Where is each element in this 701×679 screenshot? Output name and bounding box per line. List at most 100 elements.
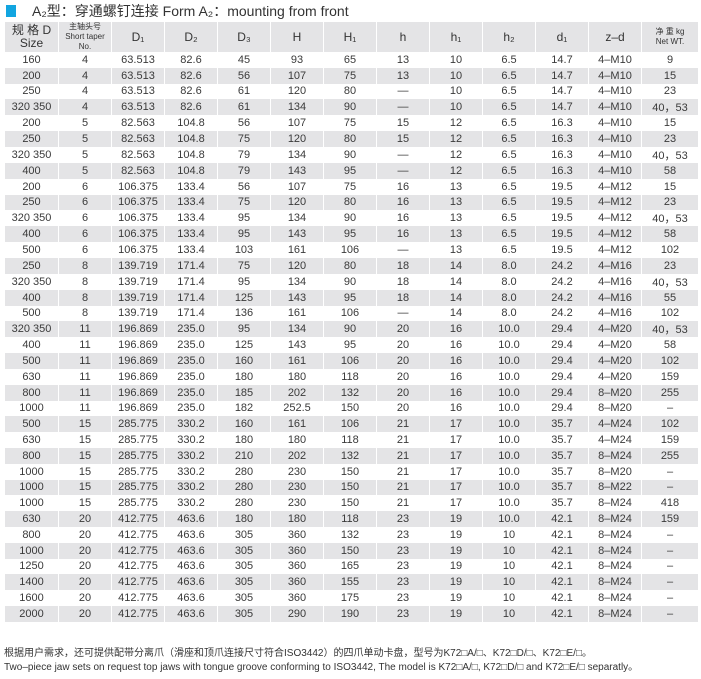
table-cell: 10.0 xyxy=(483,321,535,338)
table-cell: 20 xyxy=(59,542,111,559)
table-row: 500 6 106.375 133.4 103 161 106 — 13 6.5 19.5 4–M12… xyxy=(5,242,698,258)
table-cell: 82.563 xyxy=(112,131,164,147)
table-cell: 250 xyxy=(5,194,58,211)
column-header: z–d xyxy=(589,22,641,52)
table-row: 320 350 5 82.563 104.8 79 134 90 — 12 6.5 16.3 4–M1… xyxy=(5,147,698,163)
table-cell: 80 xyxy=(324,131,376,147)
table-cell: 134 xyxy=(271,99,323,116)
table-row: 250 5 82.563 104.8 75 120 80 15 12 6.5 16.3 4–M10 23 xyxy=(5,131,698,147)
table-row: 1000 15 285.775 330.2 280 230 150 21 17 10.0 35.7 8… xyxy=(5,464,698,480)
table-cell: 10 xyxy=(449,53,463,66)
table-cell: 161 xyxy=(287,307,307,320)
table-cell: 120 xyxy=(271,257,323,274)
table-cell: 13 xyxy=(449,244,463,257)
table-cell: 463.6 xyxy=(165,511,217,527)
table-cell: 4–M24 xyxy=(598,434,632,447)
table-cell: 160 xyxy=(218,353,270,369)
table-cell: — xyxy=(397,244,409,257)
table-cell: 132 xyxy=(340,528,360,541)
table-cell: 118 xyxy=(324,511,376,527)
table-cell: 15 xyxy=(663,117,677,130)
table-cell: 120 xyxy=(271,131,323,147)
table-row: 250 4 63.513 82.6 61 120 80 — 10 6.5 14.7 4–M10 23 xyxy=(5,84,698,100)
table-cell: 202 xyxy=(271,447,323,464)
table-cell: 19.5 xyxy=(551,212,573,225)
table-row: 630 20 412.775 463.6 180 180 118 23 19 10.0 42.1 8–… xyxy=(5,511,698,527)
table-cell: 6.5 xyxy=(501,148,517,161)
table-cell: 360 xyxy=(287,528,307,541)
table-cell: 500 xyxy=(5,416,58,433)
table-cell: 500 xyxy=(22,307,41,320)
table-cell: 17 xyxy=(449,434,463,447)
table-cell: 6 xyxy=(81,244,89,257)
table-cell: 8 xyxy=(59,289,111,306)
table-cell: 4–M10 xyxy=(589,131,641,147)
table-row: 1600 20 412.775 463.6 305 360 175 23 19 10 42.1 8–M… xyxy=(5,590,698,606)
table-cell: 40，53 xyxy=(642,321,698,338)
table-cell: 5 xyxy=(59,131,111,147)
table-cell: 56 xyxy=(237,180,251,193)
table-cell: 10.0 xyxy=(498,370,520,383)
table-cell: 171.4 xyxy=(165,257,217,274)
table-cell: 65 xyxy=(343,53,357,66)
column-header-label: 主轴头号 xyxy=(69,22,101,31)
table-cell: 14.7 xyxy=(536,99,588,116)
table-cell: 180 xyxy=(287,370,307,383)
table-cell: 106.375 xyxy=(118,212,158,225)
table-cell: 8 xyxy=(59,257,111,274)
table-cell: 15 xyxy=(78,497,92,510)
table-cell: 6.5 xyxy=(501,53,517,66)
table-cell: 8–M24 xyxy=(589,542,641,559)
table-cell: 320 350 xyxy=(5,321,58,338)
table-cell: 125 xyxy=(234,339,254,352)
column-header: H₁ xyxy=(324,22,376,52)
table-cell: 320 350 xyxy=(11,212,52,225)
column-header-label: h₁ xyxy=(450,29,462,44)
table-cell: 285.775 xyxy=(118,465,158,478)
table-cell: 463.6 xyxy=(165,542,217,559)
table-cell: 21 xyxy=(377,479,429,496)
table-cell: 95 xyxy=(343,339,357,352)
table-cell: 159 xyxy=(660,370,680,383)
table-cell: 255 xyxy=(642,447,698,464)
table-cell: 1000 xyxy=(19,402,44,415)
table-cell: 24.2 xyxy=(551,275,573,288)
table-cell: – xyxy=(642,479,698,496)
table-cell: 4–M10 xyxy=(589,67,641,84)
table-cell: 4–M10 xyxy=(598,117,632,130)
table-cell: 15 xyxy=(396,117,410,130)
table-cell: 139.719 xyxy=(112,257,164,274)
table-cell: 4–M12 xyxy=(589,194,641,211)
table-cell: 80 xyxy=(324,194,376,211)
table-cell: 45 xyxy=(237,53,251,66)
table-cell: 12 xyxy=(430,162,482,179)
table-cell: 400 xyxy=(22,339,41,352)
table-cell: 21 xyxy=(396,465,410,478)
table-cell: 235.0 xyxy=(165,384,217,401)
table-cell: 82.6 xyxy=(180,53,202,66)
table-row: 200 4 63.513 82.6 56 107 75 13 10 6.5 14.7 4–M10 15 xyxy=(5,67,698,84)
table-cell: 165 xyxy=(340,560,360,573)
table-cell: 90 xyxy=(324,99,376,116)
table-cell: 8–M22 xyxy=(589,479,641,496)
table-cell: 4–M10 xyxy=(598,148,632,161)
table-cell: 8–M20 xyxy=(598,402,632,415)
table-row: 630 11 196.869 235.0 180 180 118 20 16 10.0 29.4 4–… xyxy=(5,369,698,385)
table-cell: 4–M16 xyxy=(598,275,632,288)
table-cell: 82.6 xyxy=(165,67,217,84)
table-cell: 143 xyxy=(287,339,307,352)
table-row: 800 20 412.775 463.6 305 360 132 23 19 10 42.1 8–M2… xyxy=(5,527,698,543)
table-cell: 1600 xyxy=(19,592,44,604)
table-cell: 10 xyxy=(483,574,535,591)
table-cell: 106.375 xyxy=(118,180,158,193)
table-cell: 63.513 xyxy=(121,53,155,66)
table-cell: 290 xyxy=(271,605,323,622)
table-cell: 20 xyxy=(377,353,429,369)
table-cell: 61 xyxy=(218,99,270,116)
table-cell: 29.4 xyxy=(551,370,573,383)
table-cell: 8–M20 xyxy=(598,465,632,478)
table-cell: 800 xyxy=(22,528,41,541)
table-cell: 330.2 xyxy=(177,434,205,447)
table-cell: 196.869 xyxy=(118,402,158,415)
table-cell: 8–M24 xyxy=(589,574,641,591)
